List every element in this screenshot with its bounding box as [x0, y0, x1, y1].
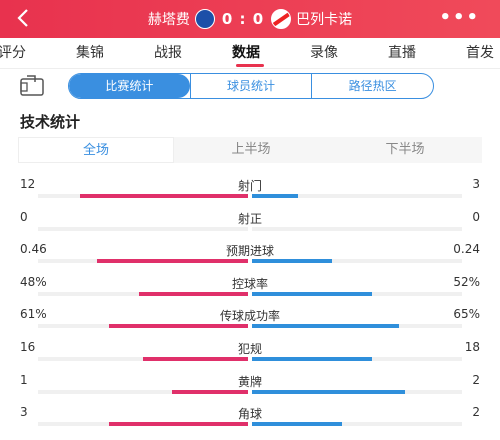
stat-row: 48% 控球率 52% — [0, 275, 500, 305]
pitch-view-icon[interactable] — [18, 74, 46, 98]
away-stat-bar — [252, 291, 372, 296]
stat-label: 预期进球 — [225, 244, 274, 259]
stat-label: 犯规 — [237, 342, 262, 356]
away-stat-bar — [252, 194, 298, 198]
away-stat-value: 65% — [453, 307, 480, 322]
stat-label: 黄牌 — [237, 374, 262, 389]
away-stat-bar — [252, 422, 342, 427]
back-arrow-icon[interactable] — [12, 6, 36, 30]
home-stat-value: 0.46 — [20, 242, 47, 257]
home-stat-bar — [109, 324, 248, 329]
away-stat-bar — [252, 357, 372, 361]
home-stat-bar — [139, 291, 248, 296]
tab-highlights[interactable]: 集锦 — [76, 45, 104, 61]
stat-label: 射正 — [237, 211, 262, 226]
home-stat-value: 12 — [20, 177, 36, 191]
home-stat-bar — [109, 422, 248, 427]
away-team-crest-icon — [271, 9, 292, 29]
home-stat-value: 61% — [20, 307, 47, 322]
home-stat-bar — [143, 357, 248, 361]
stat-row: 0 射正 0 — [0, 210, 500, 240]
home-stat-value: 48% — [20, 274, 47, 289]
tab-replay[interactable]: 录像 — [310, 45, 338, 61]
away-stat-value: 2 — [472, 405, 480, 420]
period-switch: 全场 上半场 下半场 — [18, 137, 482, 163]
tab-lineup[interactable]: 首发 — [466, 45, 494, 61]
stat-label: 角球 — [237, 407, 262, 422]
away-stat-value: 0.24 — [453, 242, 480, 257]
away-stat-value: 2 — [472, 372, 480, 387]
top-bar: 赫塔费 0 : 0 巴列卡诺 ••• — [0, 0, 500, 38]
home-stat-value: 3 — [20, 405, 28, 420]
home-team-name: 赫塔费 — [147, 12, 190, 28]
tab-rating[interactable]: 评分 — [0, 45, 26, 61]
stat-row: 3 角球 2 — [0, 405, 500, 435]
match-summary: 赫塔费 0 : 0 巴列卡诺 — [0, 0, 500, 38]
stat-row: 12 射门 3 — [0, 177, 500, 207]
tab-data[interactable]: 数据 — [232, 45, 260, 61]
stat-row: 16 犯规 18 — [0, 340, 500, 370]
period-first-half[interactable]: 上半场 — [231, 142, 271, 157]
home-stat-value: 16 — [20, 340, 36, 354]
home-bar-track — [38, 389, 248, 394]
stat-label: 传球成功率 — [219, 309, 280, 324]
home-stat-value: 0 — [20, 209, 28, 224]
active-tab-indicator — [236, 64, 264, 67]
away-bar-track — [252, 422, 462, 427]
stat-label: 射门 — [237, 179, 262, 193]
away-bar-track — [252, 226, 462, 231]
more-options-icon[interactable]: ••• — [439, 7, 480, 28]
period-full-match[interactable]: 全场 — [18, 137, 174, 163]
away-stat-value: 0 — [472, 209, 480, 224]
away-stat-value: 3 — [472, 177, 480, 191]
stat-row: 1 黄牌 2 — [0, 373, 500, 403]
stat-label: 控球率 — [231, 276, 268, 291]
stats-type-switch: 比赛统计 球员统计 路径热区 — [68, 73, 434, 99]
period-second-half[interactable]: 下半场 — [385, 142, 425, 157]
away-stat-bar — [252, 389, 405, 394]
home-team-crest-icon — [194, 9, 215, 29]
away-stat-bar — [252, 324, 399, 329]
match-score: 0 : 0 — [221, 10, 265, 28]
away-stat-bar — [252, 259, 332, 264]
home-stat-bar — [97, 259, 248, 264]
away-stat-value: 18 — [464, 340, 480, 354]
away-bar-track — [252, 194, 462, 198]
seg-match-stats[interactable]: 比赛统计 — [69, 74, 190, 98]
home-stat-bar — [80, 194, 248, 198]
seg-heatmap[interactable]: 路径热区 — [348, 79, 397, 93]
tab-bar: 评分 集锦 战报 数据 录像 直播 首发 — [0, 38, 500, 66]
divider — [0, 68, 500, 69]
tab-live[interactable]: 直播 — [388, 45, 416, 61]
tab-report[interactable]: 战报 — [154, 45, 182, 61]
home-stat-value: 1 — [20, 372, 28, 387]
stat-row: 0.46 预期进球 0.24 — [0, 242, 500, 272]
seg-player-stats[interactable]: 球员统计 — [189, 74, 313, 98]
away-stat-value: 52% — [453, 274, 480, 289]
away-team-name: 巴列卡诺 — [296, 12, 353, 28]
section-title: 技术统计 — [20, 113, 81, 131]
home-stat-bar — [172, 389, 248, 394]
stat-row: 61% 传球成功率 65% — [0, 307, 500, 337]
home-bar-track — [38, 226, 248, 231]
away-bar-track — [252, 259, 462, 264]
